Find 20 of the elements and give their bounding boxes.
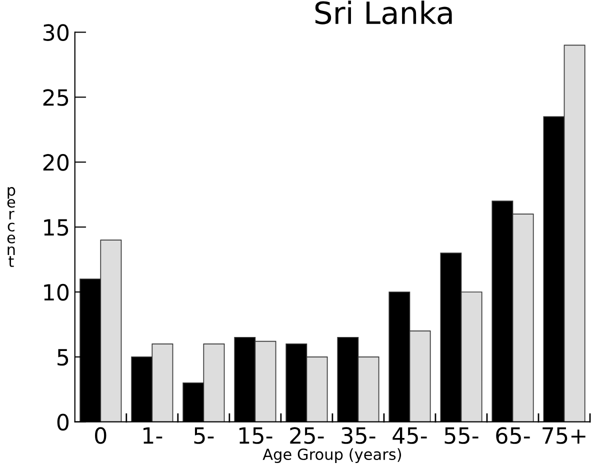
x-tick-label: 25- <box>290 427 324 444</box>
x-tick-label: 5- <box>194 427 214 444</box>
x-tick-label: 55- <box>444 427 478 444</box>
y-tick-label: 20 <box>43 154 69 171</box>
y-tick-label: 25 <box>43 89 68 106</box>
x-tick-label: 75+ <box>542 427 586 444</box>
x-tick-label: 35- <box>342 427 376 444</box>
x-tick-label: 45- <box>392 427 427 444</box>
x-axis-title: Age Group (years) <box>262 448 401 464</box>
y-tick-label: 30 <box>43 24 69 41</box>
y-tick-label: 0 <box>57 414 69 431</box>
y-tick-label: 15 <box>44 219 68 236</box>
chart-title: Sri Lanka <box>315 0 452 24</box>
x-tick-label: 0 <box>95 427 106 444</box>
x-tick-label: 65- <box>496 427 530 444</box>
y-tick-label: 10 <box>44 284 69 301</box>
x-tick-label: 1- <box>144 427 162 444</box>
y-axis-title: percent <box>7 187 16 267</box>
y-tick-label: 5 <box>58 349 68 366</box>
x-tick-label: 15- <box>239 427 272 444</box>
